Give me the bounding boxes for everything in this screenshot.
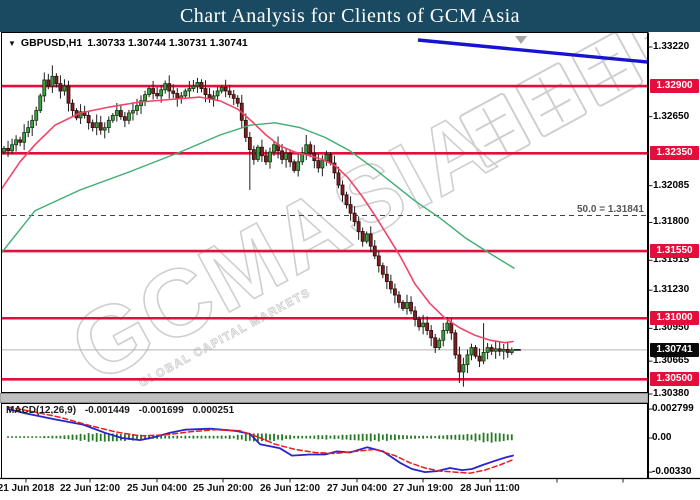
price-level-badge: 1.31550: [650, 244, 699, 258]
time-axis-label: 22 Jun 12:00: [59, 483, 121, 494]
watermark-glyph: [459, 92, 531, 168]
ohlc-values: 1.30733 1.30744 1.30731 1.30741: [87, 37, 248, 49]
time-axis-label: 25 Jun 04:00: [126, 483, 188, 494]
watermark-glyph: [571, 33, 644, 107]
macd-main-line: [7, 408, 514, 474]
time-axis-label: 27 Jun 04:00: [326, 483, 388, 494]
macd-axis-label: 0.002799: [652, 403, 694, 414]
macd-osma-value: 0.000251: [192, 405, 235, 416]
macd-signal-line: [7, 406, 514, 474]
price-axis-label: 1.30665: [653, 355, 690, 366]
watermark-glyph: [627, 33, 647, 77]
macd-axis-label: 0.00: [652, 432, 672, 443]
macd-panel[interactable]: [7, 406, 514, 474]
symbol-dropdown-icon[interactable]: ▼: [8, 38, 16, 48]
price-axis-label: 1.32650: [653, 111, 690, 122]
price-axis-label: 1.31800: [653, 216, 690, 227]
svg-text:GCMASIA: GCMASIA: [54, 90, 511, 404]
fibo-50-label: 50.0 = 1.31841: [576, 204, 644, 215]
panel-splitter[interactable]: [0, 393, 649, 403]
macd-header: MACD(12,26,9) -0.001449 -0.001699 0.0002…: [6, 405, 240, 416]
symbol-timeframe-label: GBPUSD,H1: [20, 37, 83, 49]
title-bar: Chart Analysis for Clients of GCM Asia: [0, 0, 700, 32]
page-title: Chart Analysis for Clients of GCM Asia: [179, 4, 521, 27]
time-axis-label: 25 Jun 20:00: [192, 483, 254, 494]
macd-signal-value: -0.001699: [138, 405, 184, 416]
time-axis-label: 26 Jun 12:00: [259, 483, 321, 494]
price-level-badge: 1.32350: [650, 146, 699, 160]
ma-fast-red[interactable]: [0, 96, 514, 344]
price-axis-label: 1.33220: [653, 41, 690, 52]
price-axis-label: 1.32085: [653, 180, 690, 191]
price-axis-label: 1.30380: [653, 388, 690, 399]
watermark-glyph: [515, 62, 587, 138]
macd-axis-label: -0.00330: [652, 466, 692, 477]
window-frame: [0, 32, 700, 483]
price-level-badge: 1.30500: [650, 372, 699, 386]
time-axis-label: 21 Jun 2018: [0, 483, 55, 494]
triangle-marker-icon[interactable]: [515, 36, 527, 44]
macd-main-value: -0.001449: [84, 405, 130, 416]
ma-slow-green[interactable]: [0, 122, 515, 269]
price-axis-label: 1.31230: [653, 284, 690, 295]
price-level-badge: 1.32900: [650, 79, 699, 93]
price-axis-label: 1.31515: [653, 254, 690, 265]
macd-indicator-name: MACD(12,26,9): [6, 405, 77, 416]
time-axis-label: 27 Jun 19:00: [392, 483, 454, 494]
trendline[interactable]: [417, 38, 647, 64]
price-level-badge: 1.31000: [650, 311, 699, 325]
price-axis-label: 1.30950: [653, 322, 690, 333]
current-price-badge: 1.30741: [650, 343, 699, 357]
time-axis-label: 28 Jun 11:00: [460, 483, 520, 494]
chart-header: ▼ GBPUSD,H1 1.30733 1.30744 1.30731 1.30…: [8, 37, 248, 49]
